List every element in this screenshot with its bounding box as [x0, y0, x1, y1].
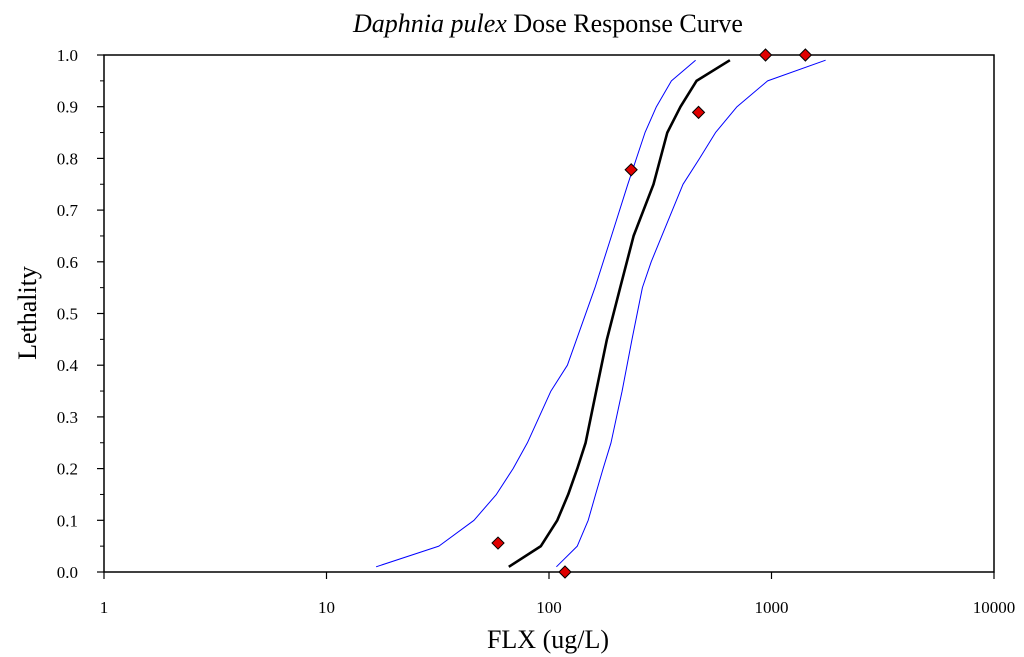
- observed-point: [558, 565, 572, 579]
- observed-point: [758, 48, 773, 62]
- series-layer: [375, 59, 826, 568]
- chart-title: Daphnia pulex Dose Response Curve: [352, 9, 743, 38]
- x-tick-label: 10000: [973, 598, 1016, 617]
- y-tick-label: 0.7: [57, 201, 79, 220]
- y-tick-label: 0.8: [57, 149, 78, 168]
- y-axis: 0.0 0.1 0.2 0.3 0.4 0.5 0.6 0.7 0.8 0.9 1.0: [57, 46, 104, 582]
- x-tick-label: 1000: [755, 598, 789, 617]
- plot-area: [103, 54, 995, 573]
- x-tick-label: 10: [318, 598, 335, 617]
- observed-point: [624, 163, 638, 177]
- y-tick-label: 0.5: [57, 305, 78, 324]
- y-tick-label: 0.0: [57, 563, 78, 582]
- observed-point: [691, 105, 706, 120]
- lower-confidence-line: [375, 59, 696, 568]
- y-tick-label: 0.4: [57, 356, 79, 375]
- x-tick-label: 100: [536, 598, 562, 617]
- observed-point: [798, 48, 813, 62]
- y-tick-label: 0.1: [57, 511, 78, 530]
- y-tick-label: 1.0: [57, 46, 78, 65]
- observed-point: [491, 536, 505, 550]
- x-axis: 1 10 100 1000 10000: [100, 572, 1016, 617]
- x-axis-label: FLX (ug/L): [487, 625, 609, 654]
- x-tick-label: 1: [100, 598, 109, 617]
- y-tick-label: 0.6: [57, 253, 78, 272]
- y-axis-label: Lethality: [13, 266, 42, 360]
- y-tick-label: 0.9: [57, 98, 78, 117]
- chart-title-italic: Daphnia pulex: [352, 9, 507, 38]
- fit-line: [508, 59, 731, 568]
- upper-confidence-line: [556, 59, 826, 568]
- chart-title-rest: Dose Response Curve: [507, 9, 743, 38]
- observed-points: [491, 48, 813, 579]
- y-tick-label: 0.2: [57, 460, 78, 479]
- y-tick-label: 0.3: [57, 408, 78, 427]
